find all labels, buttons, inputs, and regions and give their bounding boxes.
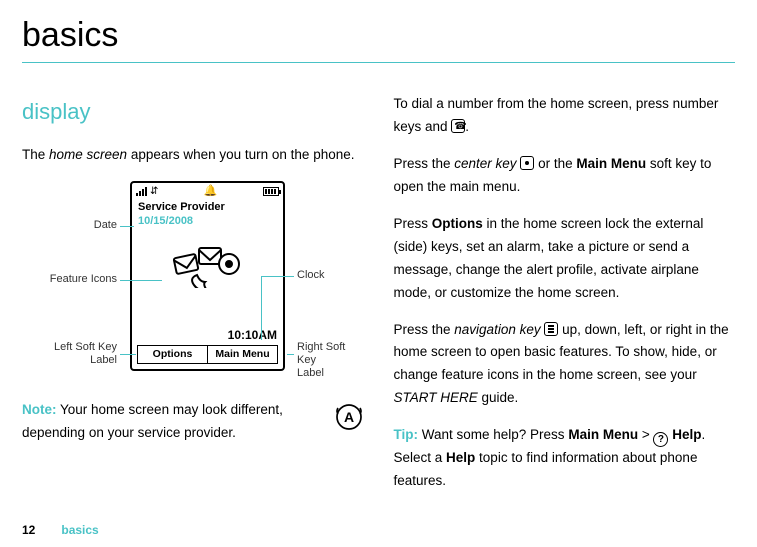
- note-label: Note:: [22, 402, 57, 417]
- feature-icons-graphic: [169, 242, 247, 288]
- help-icon: ?: [653, 432, 668, 447]
- note-paragraph: A Note: Your home screen may look differ…: [22, 399, 364, 445]
- callout-feature-text: Feature Icons: [50, 273, 117, 285]
- intro-prefix: The: [22, 147, 49, 162]
- divider: [22, 62, 735, 63]
- callout-feature-icons: Feature Icons: [22, 273, 117, 286]
- tip-label: Tip:: [394, 427, 419, 442]
- callout-line: [287, 354, 294, 355]
- callout-line: [120, 354, 136, 355]
- call-key-icon: [451, 119, 465, 133]
- date-text: 10/15/2008: [138, 215, 277, 228]
- left-column: display The home screen appears when you…: [22, 93, 364, 507]
- provider-icon: A: [334, 402, 364, 440]
- nav-key-term: navigation key: [454, 322, 544, 337]
- signal-icon: [136, 187, 147, 196]
- callout-line: [120, 226, 134, 227]
- callout-lsk-text: Left Soft Key Label: [54, 341, 117, 366]
- tip-a: Want some help? Press: [418, 427, 568, 442]
- p4-a: Press the: [394, 322, 455, 337]
- nav-key-icon: [544, 322, 558, 336]
- intro-paragraph: The home screen appears when you turn on…: [22, 144, 364, 167]
- page-number: 12: [22, 523, 35, 537]
- footer-section: basics: [61, 523, 98, 537]
- callout-right-softkey: Right Soft Key Label: [297, 341, 367, 379]
- right-column: To dial a number from the home screen, p…: [394, 93, 736, 507]
- main-menu-bold: Main Menu: [576, 156, 646, 171]
- callout-line: [120, 280, 162, 281]
- page-title: basics: [22, 18, 735, 52]
- footer: 12 basics: [22, 523, 99, 537]
- callout-line-vertical: [261, 276, 262, 340]
- right-softkey-label: Main Menu: [208, 345, 278, 364]
- callout-clock-text: Clock: [297, 269, 325, 281]
- tip-gt: >: [638, 427, 653, 442]
- callout-clock: Clock: [297, 269, 357, 282]
- tip-main-menu: Main Menu: [568, 427, 638, 442]
- center-key-icon: [520, 156, 534, 170]
- two-column-layout: display The home screen appears when you…: [22, 93, 735, 507]
- phone-diagram: ⇵ 🔔 Service Provider 10/15/2008: [22, 181, 352, 381]
- start-here-term: START HERE: [394, 390, 478, 405]
- bell-icon: 🔔: [204, 182, 218, 201]
- callout-left-softkey: Left Soft Key Label: [22, 341, 117, 366]
- p3-a: Press: [394, 216, 432, 231]
- status-left-icons: ⇵: [136, 187, 158, 196]
- p2: Press the center key or the Main Menu so…: [394, 153, 736, 199]
- p2-mid: or the: [534, 156, 576, 171]
- note-text: Your home screen may look different, dep…: [22, 402, 283, 440]
- center-key-term: center key: [454, 156, 520, 171]
- p4: Press the navigation key up, down, left,…: [394, 319, 736, 411]
- left-softkey-label: Options: [137, 345, 208, 364]
- callout-date: Date: [22, 219, 117, 232]
- p4-c: guide.: [478, 390, 519, 405]
- tip-help-bold: Help: [672, 427, 701, 442]
- p1-text: To dial a number from the home screen, p…: [394, 96, 719, 134]
- callout-rsk-text: Right Soft Key Label: [297, 341, 345, 378]
- data-icon: ⇵: [150, 187, 158, 196]
- svg-text:A: A: [343, 409, 353, 425]
- softkey-row: Options Main Menu: [137, 345, 278, 364]
- status-bar: ⇵ 🔔: [132, 183, 283, 199]
- battery-icon: [263, 187, 279, 196]
- intro-suffix: appears when you turn on the phone.: [127, 147, 354, 162]
- service-provider-text: Service Provider: [138, 201, 277, 214]
- p1: To dial a number from the home screen, p…: [394, 93, 736, 139]
- p3: Press Options in the home screen lock th…: [394, 213, 736, 305]
- options-bold: Options: [432, 216, 483, 231]
- provider-block: Service Provider 10/15/2008: [132, 199, 283, 227]
- clock-text: 10:10AM: [228, 325, 277, 345]
- p2-a: Press the: [394, 156, 455, 171]
- intro-home-screen-term: home screen: [49, 147, 127, 162]
- tip-paragraph: Tip: Want some help? Press Main Menu > ?…: [394, 424, 736, 493]
- callout-date-text: Date: [94, 219, 117, 231]
- tip-help-bold2: Help: [446, 450, 475, 465]
- section-heading-display: display: [22, 93, 364, 130]
- callout-line: [262, 276, 294, 277]
